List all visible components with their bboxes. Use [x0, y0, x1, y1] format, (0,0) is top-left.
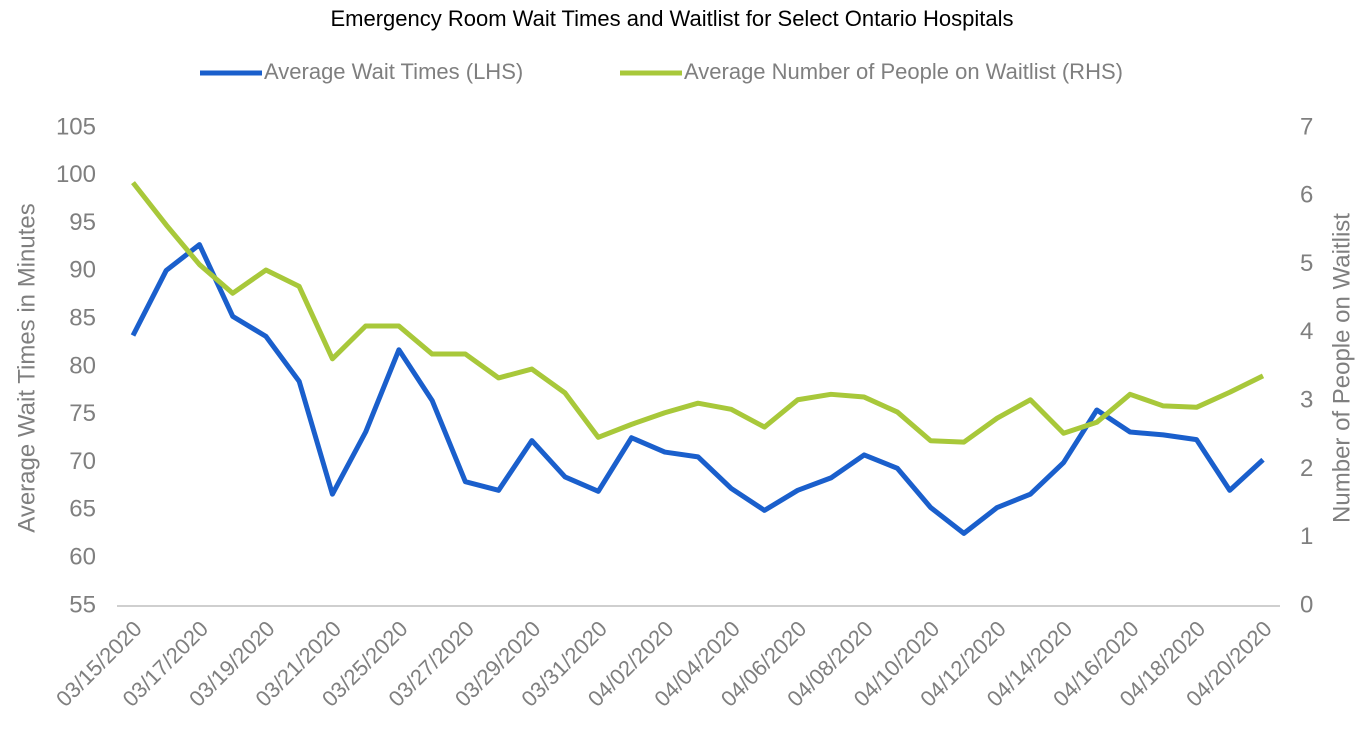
- legend-label: Average Number of People on Waitlist (RH…: [684, 59, 1123, 84]
- y-tick-label: 75: [69, 400, 96, 427]
- legend-label: Average Wait Times (LHS): [264, 59, 523, 84]
- y-tick-label: 105: [56, 113, 96, 140]
- y-tick-label: 100: [56, 161, 96, 188]
- y-axis-label: Average Wait Times in Minutes: [13, 203, 40, 532]
- y-tick-label: 60: [69, 544, 96, 571]
- y-tick-label: 85: [69, 305, 96, 332]
- series-line: [131, 181, 1265, 445]
- y-tick-label: 90: [69, 257, 96, 284]
- y2-tick-label: 3: [1300, 386, 1313, 413]
- y-tick-label: 65: [69, 496, 96, 523]
- y2-tick-label: 4: [1300, 318, 1313, 345]
- chart-title: Emergency Room Wait Times and Waitlist f…: [330, 6, 1013, 31]
- y2-tick-label: 6: [1300, 182, 1313, 209]
- y-tick-label: 80: [69, 352, 96, 379]
- y-tick-label: 95: [69, 209, 96, 236]
- y2-tick-label: 0: [1300, 591, 1313, 618]
- series-line: [130, 242, 1265, 536]
- y2-axis-label: Number of People on Waitlist: [1328, 213, 1355, 523]
- y2-tick-label: 7: [1300, 113, 1313, 140]
- y2-tick-label: 5: [1300, 250, 1313, 277]
- y-tick-label: 70: [69, 448, 96, 475]
- y2-tick-label: 1: [1300, 523, 1313, 550]
- y2-tick-label: 2: [1300, 455, 1313, 482]
- y-tick-label: 55: [69, 591, 96, 618]
